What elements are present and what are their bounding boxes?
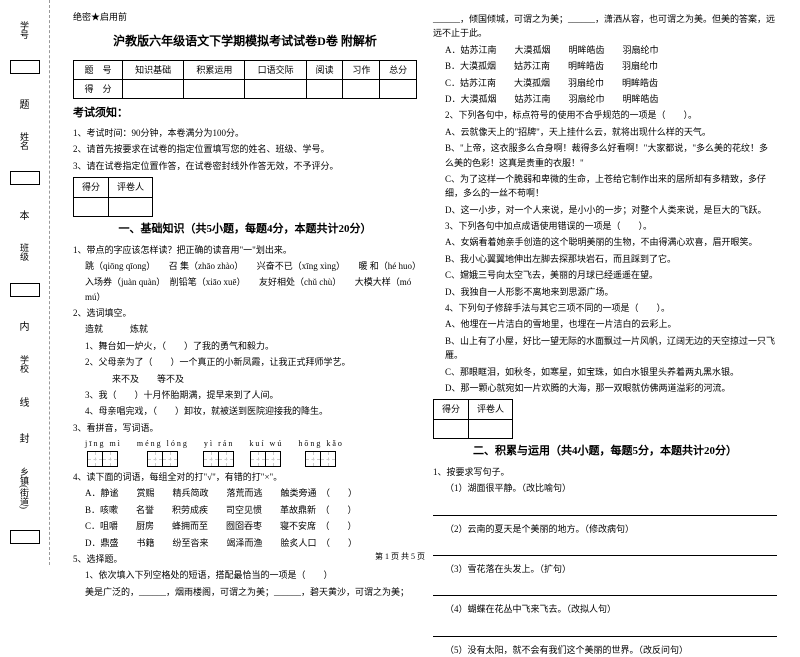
answer-line[interactable] bbox=[433, 502, 777, 516]
binding-box bbox=[10, 530, 40, 544]
option: A．静谧 赏赐 精兵简政 落荒而逃 触类旁通 （ ） bbox=[73, 486, 417, 500]
table-row: 题 号 知识基础 积累运用 口语交际 阅读 习作 总分 bbox=[74, 60, 417, 79]
section-title: 一、基础知识（共5小题，每题4分，本题共计20分） bbox=[73, 221, 417, 239]
question: 1、按要求写句子。 bbox=[433, 465, 777, 479]
question-item: 3、我（ ）十月怀胎期满，提早来到了人间。 bbox=[73, 388, 417, 402]
question-item: 来不及 等不及 bbox=[73, 372, 417, 386]
eval-table: 得分评卷人 bbox=[433, 399, 513, 439]
option: B、我小心翼翼地伸出左脚去探那块岩石，而且踩到了它。 bbox=[433, 252, 777, 266]
option: D、那一颗心就宛如一片欢腾的大海，那一双眼就仿佛两道溢彩的河流。 bbox=[433, 381, 777, 395]
question-sub: 2、下列各句中，标点符号的使用不合乎规范的一项是（ ）。 bbox=[433, 108, 777, 122]
question: 4、读下面的词语，每组全对的打"√"，有错的打"×"。 bbox=[73, 470, 417, 484]
binding-mark: 本 bbox=[20, 207, 30, 222]
binding-mark: 线 bbox=[20, 394, 30, 409]
option: B、山上有了小屋，好比一望无际的水面飘过一片风帆，辽阔无边的天空掠过一只飞雁。 bbox=[433, 334, 777, 363]
question-item: （1）湖面很平静。（改比喻句） bbox=[433, 481, 777, 495]
option: D、我独自一人形影不离地来到思源广场。 bbox=[433, 285, 777, 299]
option: B、"上帝，这衣服多么合身啊！裁得多么好看啊！"大家都说，"多么美的花纹！多么美… bbox=[433, 141, 777, 170]
option: C、那眼眶泪，如秋冬，如寒星，如宝珠，如白水银里头养着两丸黑水银。 bbox=[433, 365, 777, 379]
binding-label: 学号 bbox=[18, 21, 31, 39]
binding-label: 姓名 bbox=[18, 132, 31, 150]
answer-line[interactable] bbox=[433, 623, 777, 637]
score-table: 题 号 知识基础 积累运用 口语交际 阅读 习作 总分 得 分 bbox=[73, 60, 417, 100]
pinyin-grid-row: jīng mìméng lóngyì ránkuí wúhōng kǎo bbox=[73, 438, 417, 467]
option: D、这一小步，对一个人来说，是小小的一步；对整个人类来说，是巨大的飞跃。 bbox=[433, 203, 777, 217]
left-column: 绝密★启用前 沪教版六年级语文下学期模拟考试试卷D卷 附解析 题 号 知识基础 … bbox=[65, 10, 425, 560]
answer-line[interactable] bbox=[433, 582, 777, 596]
notice-item: 1、考试时间：90分钟，本卷满分为100分。 bbox=[73, 126, 417, 140]
option: A、云就像天上的"招牌"，天上挂什么云，就将出现什么样的天气。 bbox=[433, 125, 777, 139]
question-item: （5）没有太阳，就不会有我们这个美丽的世界。（改反问句） bbox=[433, 643, 777, 657]
option: B．大漠孤烟 姑苏江南 明眸皓齿 羽扇纶巾 bbox=[433, 59, 777, 73]
binding-mark: 内 bbox=[20, 318, 30, 333]
binding-mark: 封 bbox=[20, 430, 30, 445]
question-item: 4、母亲唱完戏，（ ）卸妆，就被送到医院迎接我的降生。 bbox=[73, 404, 417, 418]
eval-table: 得分评卷人 bbox=[73, 177, 153, 217]
exam-title: 沪教版六年级语文下学期模拟考试试卷D卷 附解析 bbox=[73, 32, 417, 51]
binding-margin: 学号 题 姓名 本 班级 内 学校 线 封 乡镇(街道) bbox=[0, 0, 50, 565]
binding-label: 班级 bbox=[18, 243, 31, 261]
option: C、嫦娥三号向太空飞去，美丽的月球已经遥遥在望。 bbox=[433, 268, 777, 282]
question: 2、选词填空。 bbox=[73, 306, 417, 320]
question-sub: 3、下列各句中加点成语使用错误的一项是（ ）。 bbox=[433, 219, 777, 233]
question-item: 1、舞台如一炉火，（ ）了我的勇气和毅力。 bbox=[73, 339, 417, 353]
binding-box bbox=[10, 60, 40, 74]
option: D．大漠孤烟 姑苏江南 羽扇纶巾 明眸皓齿 bbox=[433, 92, 777, 106]
page-footer: 第 1 页 共 5 页 bbox=[0, 551, 800, 562]
question-cont: ______，倾国倾城，可谓之为美；______，潇洒从容，也可谓之为美。但美的… bbox=[433, 12, 777, 41]
question-line: 入场券（juàn quàn） 削铅笔（xiāo xuē） 友好相处（chǔ ch… bbox=[73, 275, 417, 304]
option: A、他埋在一片洁白的雪地里，也埋在一片洁白的云彩上。 bbox=[433, 317, 777, 331]
question-words: 造就 炼就 bbox=[73, 322, 417, 336]
question-item: （4）蝴蝶在花丛中飞来飞去。（改拟人句） bbox=[433, 602, 777, 616]
question-line: 跳（qiōng qīong） 召 集（zhāo zhào） 兴奋不已（xīng … bbox=[73, 259, 417, 273]
option: B．咳嗽 名誉 积劳成疾 司空见惯 革故鼎新 （ ） bbox=[73, 503, 417, 517]
binding-box bbox=[10, 171, 40, 185]
question-item: （2）云南的夏天是个美丽的地方。（修改病句） bbox=[433, 522, 777, 536]
option: D．鼎盛 书籍 纷至沓来 竭泽而渔 脍炙人口 （ ） bbox=[73, 536, 417, 550]
question-item: 2、父母亲为了（ ）一个真正的小新凤霞，让我正式拜师学艺。 bbox=[73, 355, 417, 369]
binding-box bbox=[10, 283, 40, 297]
question-text: 美是广泛的，______，烟雨楼阁，可谓之为美；______，碧天黄沙，可谓之为… bbox=[73, 585, 417, 599]
question-item: （3）雪花落在头发上。（扩句） bbox=[433, 562, 777, 576]
option: C．姑苏江南 大漠孤烟 羽扇纶巾 明眸皓齿 bbox=[433, 76, 777, 90]
binding-label: 乡镇(街道) bbox=[18, 467, 31, 509]
table-row: 得 分 bbox=[74, 79, 417, 98]
right-column: ______，倾国倾城，可谓之为美；______，潇洒从容，也可谓之为美。但美的… bbox=[425, 10, 785, 560]
question: 3、看拼音，写词语。 bbox=[73, 421, 417, 435]
secret-mark: 绝密★启用前 bbox=[73, 10, 417, 24]
question: 1、带点的字应该怎样读？把正确的读音用"一"划出来。 bbox=[73, 243, 417, 257]
notice-title: 考试须知： bbox=[73, 105, 417, 123]
option: C、为了这样一个脆弱和卑微的生命，上苍给它制作出来的居所却有多精致，多仔细，多么… bbox=[433, 172, 777, 201]
content: 绝密★启用前 沪教版六年级语文下学期模拟考试试卷D卷 附解析 题 号 知识基础 … bbox=[50, 0, 800, 565]
binding-mark: 题 bbox=[20, 96, 30, 111]
question-sub: 1、依次填入下列空格处的短语，搭配最恰当的一项是（ ） bbox=[73, 568, 417, 582]
section-title: 二、积累与运用（共4小题，每题5分，本题共计20分） bbox=[433, 443, 777, 461]
option: C．咀嚼 厨房 蜂拥而至 囫囵吞枣 寝不安席 （ ） bbox=[73, 519, 417, 533]
notice-item: 2、请首先按要求在试卷的指定位置填写您的姓名、班级、学号。 bbox=[73, 142, 417, 156]
binding-label: 学校 bbox=[18, 355, 31, 373]
option: A．姑苏江南 大漠孤烟 明眸皓齿 羽扇纶巾 bbox=[433, 43, 777, 57]
option: A、女娲看着她亲手创造的这个聪明美丽的生物，不由得满心欢喜，眉开眼笑。 bbox=[433, 235, 777, 249]
notice-item: 3、请在试卷指定位置作答，在试卷密封线外作答无效，不予评分。 bbox=[73, 159, 417, 173]
question-sub: 4、下列句子修辞手法与其它三项不同的一项是（ ）。 bbox=[433, 301, 777, 315]
